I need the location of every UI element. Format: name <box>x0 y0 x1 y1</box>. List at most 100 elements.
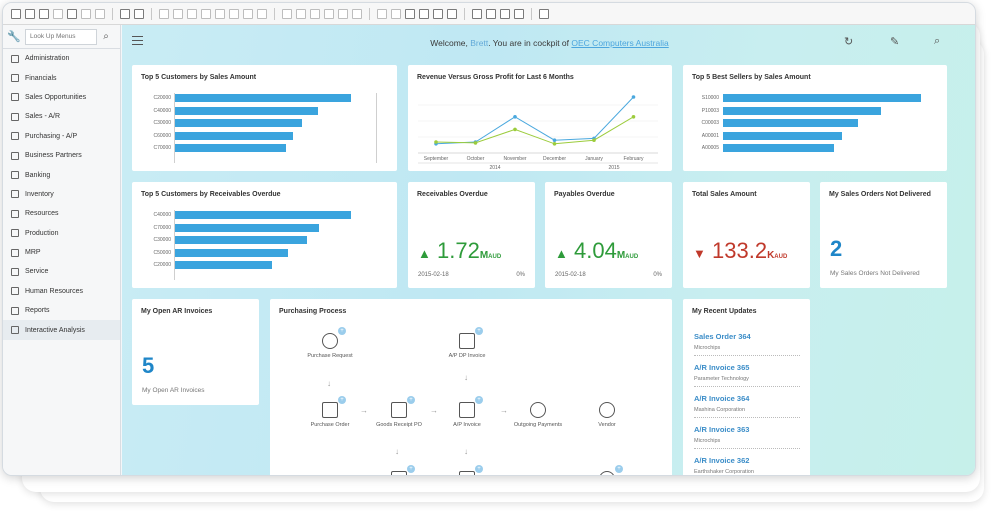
search-input[interactable] <box>25 28 97 45</box>
report-node[interactable]: + <box>582 465 632 475</box>
sort-icon[interactable] <box>257 8 267 19</box>
move-icon[interactable] <box>120 8 130 19</box>
sidebar-item[interactable]: Human Resources <box>3 282 120 301</box>
sidebar-item[interactable]: Reports <box>3 301 120 320</box>
sidebar: 🔧 ⌕ Administration Financials Sales Opport… <box>3 25 121 475</box>
bar[interactable] <box>723 119 858 127</box>
target-document-icon[interactable] <box>296 8 306 19</box>
last-record-icon[interactable] <box>229 8 239 19</box>
volume-weight-icon[interactable] <box>338 8 348 19</box>
revenue-profit-card[interactable]: Revenue Versus Gross Profit for Last 6 M… <box>408 65 672 171</box>
open-ar-card[interactable]: My Open AR Invoices 5 My Open AR Invoice… <box>132 299 259 405</box>
bar[interactable] <box>175 211 351 219</box>
sidebar-item[interactable]: Banking <box>3 165 120 184</box>
gross-profit-icon[interactable] <box>352 8 362 19</box>
bar[interactable] <box>723 131 842 140</box>
excel-icon[interactable] <box>81 8 91 19</box>
sidebar-item[interactable]: Financials <box>3 68 120 87</box>
purchase-request-node[interactable]: + Purchase Request <box>305 327 355 360</box>
receivables-customers-card[interactable]: Top 5 Customers by Receivables Overdue C… <box>132 182 397 288</box>
return-node[interactable]: + <box>374 465 424 475</box>
first-record-icon[interactable] <box>187 8 197 19</box>
company-link[interactable]: OEC Computers Australia <box>571 38 669 48</box>
calendar-icon[interactable] <box>433 8 443 19</box>
messages-icon[interactable] <box>405 8 415 19</box>
outgoing-payments-node[interactable]: Outgoing Payments <box>513 402 563 429</box>
calculator-icon[interactable] <box>447 8 457 19</box>
sidebar-item[interactable]: Interactive Analysis <box>3 320 120 340</box>
calendar-node[interactable]: + <box>442 465 492 475</box>
layout-icon[interactable] <box>391 8 401 19</box>
edit-icon[interactable]: ✎ <box>890 36 900 48</box>
sidebar-item[interactable]: Production <box>3 224 120 243</box>
sidebar-item[interactable]: Sales Opportunities <box>3 88 120 107</box>
sidebar-item[interactable]: Business Partners <box>3 146 120 165</box>
search-icon[interactable]: ⌕ <box>103 31 109 42</box>
sidebar-item[interactable]: Administration <box>3 49 120 68</box>
sidebar-item[interactable]: Resources <box>3 204 120 223</box>
wrench-icon[interactable]: 🔧 <box>7 31 21 43</box>
update-link[interactable]: A/R Invoice 364 <box>694 394 750 403</box>
browser-icon[interactable] <box>67 8 77 19</box>
previous-record-icon[interactable] <box>201 8 211 19</box>
refresh-icon[interactable]: ↻ <box>844 36 854 48</box>
edit-cockpit-icon[interactable] <box>500 8 510 19</box>
bar[interactable] <box>175 131 293 140</box>
update-link[interactable]: A/R Invoice 363 <box>694 425 750 434</box>
bar[interactable] <box>175 236 307 244</box>
sidebar-item[interactable]: Purchasing - A/P <box>3 127 120 146</box>
payables-overdue-card[interactable]: Payables Overdue ▲ 4.04MAUD 2015-02-18 0… <box>545 182 672 288</box>
update-link[interactable]: A/R Invoice 365 <box>694 363 750 372</box>
menu-toggle-icon[interactable] <box>132 36 143 45</box>
next-record-icon[interactable] <box>215 8 225 19</box>
bar[interactable] <box>723 106 882 115</box>
not-delivered-card[interactable]: My Sales Orders Not Delivered 2 My Sales… <box>820 182 947 288</box>
sidebar-item[interactable]: Sales - A/R <box>3 107 120 126</box>
word-icon[interactable] <box>95 8 105 19</box>
bar[interactable] <box>175 144 286 152</box>
export-icon[interactable] <box>39 8 49 19</box>
recent-updates-card[interactable]: My Recent Updates Sales Order 364 Microch… <box>683 299 810 475</box>
bar[interactable] <box>175 119 302 127</box>
alerts-icon[interactable] <box>419 8 429 19</box>
goods-receipt-node[interactable]: + Goods Receipt PO <box>374 396 424 429</box>
help-icon[interactable] <box>539 8 549 19</box>
purchasing-process-card[interactable]: Purchasing Process + Purchase Request + … <box>270 299 672 475</box>
purchase-order-node[interactable]: + Purchase Order <box>305 396 355 429</box>
top-customers-card[interactable]: Top 5 Customers by Sales Amount C20000 C4… <box>132 65 397 171</box>
bar[interactable] <box>723 144 834 152</box>
bar[interactable] <box>175 106 318 115</box>
cockpit-icon[interactable] <box>472 8 482 19</box>
refresh-cockpit-icon[interactable] <box>514 8 524 19</box>
best-sellers-card[interactable]: Top 5 Best Sellers by Sales Amount S1000… <box>683 65 947 171</box>
form-settings-icon[interactable] <box>134 8 144 19</box>
bar[interactable] <box>723 94 921 102</box>
sidebar-item[interactable]: Inventory <box>3 185 120 204</box>
email-icon[interactable] <box>53 8 63 19</box>
update-link[interactable]: Sales Order 364 <box>694 332 751 341</box>
print-preview-icon[interactable] <box>11 8 21 19</box>
sidebar-item[interactable]: MRP <box>3 243 120 262</box>
total-sales-card[interactable]: Total Sales Amount ▼ 133.2KAUD <box>683 182 810 288</box>
vendor-node[interactable]: Vendor <box>582 402 632 429</box>
sidebar-item[interactable]: Service <box>3 262 120 281</box>
payment-means-icon[interactable] <box>324 8 334 19</box>
ap-dp-invoice-node[interactable]: + A/P DP Invoice <box>442 327 492 360</box>
bar[interactable] <box>175 261 272 269</box>
print-icon[interactable] <box>25 8 35 19</box>
bar[interactable] <box>175 248 288 257</box>
add-icon[interactable] <box>173 8 183 19</box>
receivables-overdue-card[interactable]: Receivables Overdue ▲ 1.72MAUD 2015-02-1… <box>408 182 535 288</box>
base-document-icon[interactable] <box>282 8 292 19</box>
find-icon[interactable] <box>159 8 169 19</box>
search-icon[interactable]: ⌕ <box>934 35 941 47</box>
bar[interactable] <box>175 223 320 232</box>
widget-icon[interactable] <box>486 8 496 19</box>
filter-icon[interactable] <box>243 8 253 19</box>
user-name[interactable]: Brett <box>470 38 489 48</box>
ap-invoice-node[interactable]: + A/P Invoice <box>442 396 492 429</box>
update-link[interactable]: A/R Invoice 362 <box>694 456 750 465</box>
bar[interactable] <box>175 94 351 102</box>
journal-icon[interactable] <box>310 8 320 19</box>
pick-icon[interactable] <box>377 8 387 19</box>
